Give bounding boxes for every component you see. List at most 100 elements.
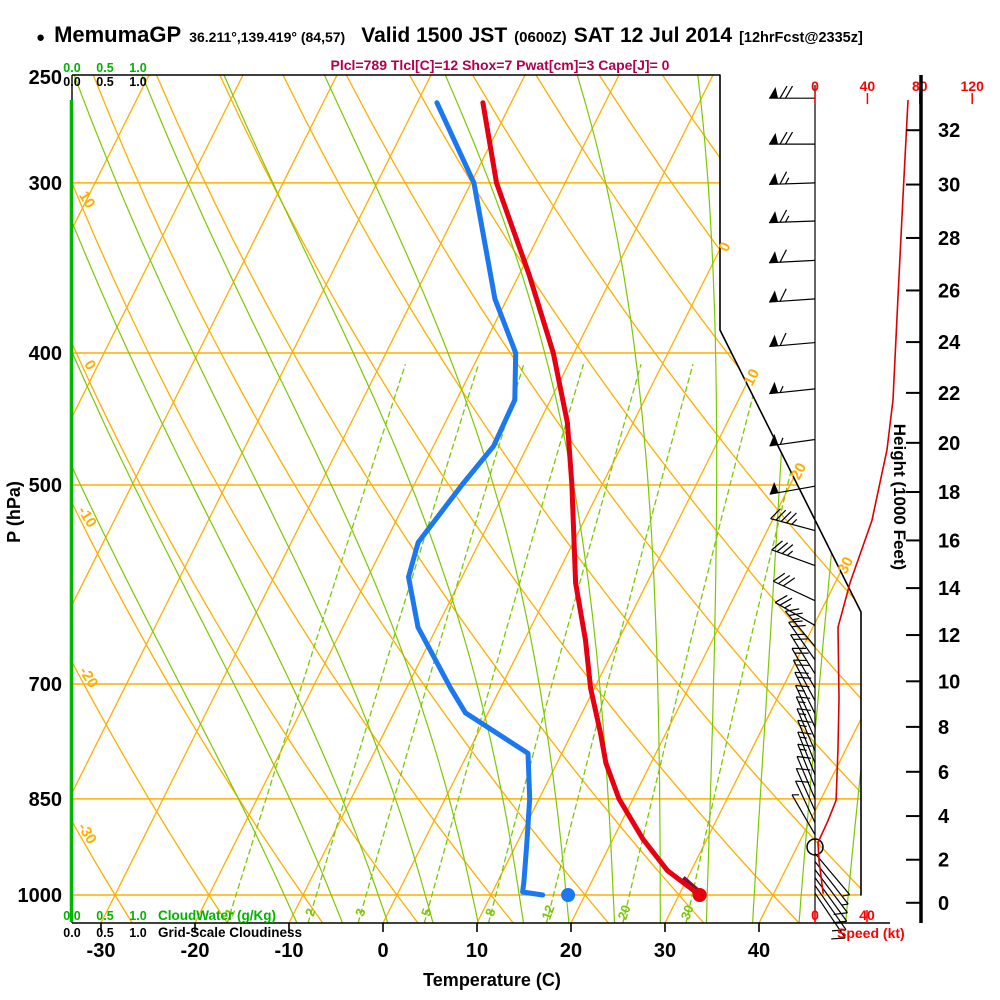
wind-barb [794, 671, 816, 714]
barb-pennant [769, 251, 779, 263]
wind-barb [769, 171, 816, 186]
barb-staff [771, 549, 816, 567]
height-tick-label: 14 [938, 578, 961, 600]
moist-adiabat [323, 75, 570, 923]
wind-barb [769, 381, 816, 395]
isotherm [570, 75, 861, 923]
height-tick-label: 2 [938, 850, 949, 872]
barb-half [779, 437, 784, 445]
height-tick-label: 30 [938, 175, 960, 197]
temperature-tick-label: 0 [377, 940, 388, 962]
pressure-tick-label: 250 [29, 67, 62, 89]
gridscale-scale-tick: 0.5 [96, 926, 113, 940]
speed-bottom-tick-label: 40 [859, 907, 875, 923]
barb-pennant [769, 86, 778, 99]
barb-staff [794, 672, 816, 714]
dry-adiabat-left-label: -30 [74, 820, 100, 847]
height-tick-label: 0 [938, 893, 949, 915]
barb-staff [795, 696, 816, 740]
chart-title: ● MemumaGP 36.211°,139.419° (84,57) Vali… [36, 22, 863, 48]
barb-half [799, 713, 807, 716]
mixing-ratio-label: 2 [302, 906, 319, 918]
moist-adiabat [444, 75, 616, 923]
isotherm [72, 75, 432, 923]
mixing-ratio-label: 12 [538, 903, 557, 922]
pressure-axis-title: P (hPa) [4, 481, 24, 543]
height-axis-title: Height (1000 Feet) [890, 424, 909, 570]
barb-half [784, 603, 792, 609]
moist-adiabat [73, 75, 434, 923]
isotherm-right-label: 10 [740, 366, 763, 389]
moist-adiabat [72, 75, 298, 923]
surface-dewpoint-dot [561, 887, 576, 902]
height-tick-label: 22 [938, 383, 960, 405]
wind-barb [792, 659, 816, 701]
dry-adiabat [472, 75, 861, 923]
barb-staff [784, 610, 816, 647]
forecast-tag: [12hrFcst@2335z] [739, 30, 863, 46]
barb-full [788, 612, 803, 617]
wind-barb [791, 647, 816, 689]
barb-staff [814, 869, 848, 914]
dry-adiabat [92, 75, 610, 923]
pressure-tick-label: 500 [29, 475, 62, 497]
barb-staff [769, 182, 816, 186]
pressure-tick-label: 400 [29, 343, 62, 365]
dry-adiabat [72, 75, 134, 923]
barb-staff [790, 634, 816, 675]
barb-full [777, 575, 791, 585]
gridscale-scale-tick: 0.0 [63, 926, 80, 940]
barb-full [786, 512, 797, 524]
height-tick-label: 28 [938, 228, 960, 250]
wind-barb [771, 540, 816, 567]
station-name: MemumaGP [54, 22, 182, 47]
wind-barb [797, 731, 816, 775]
barb-half [798, 701, 806, 704]
wind-barb [769, 288, 816, 303]
barb-pennant [769, 481, 779, 495]
zulu-time: (0600Z) [514, 29, 567, 46]
barb-full [784, 85, 794, 99]
height-tick-label: 16 [938, 530, 960, 552]
barb-full [788, 620, 803, 623]
barb-half [779, 385, 784, 393]
mixing-ratio-line [545, 364, 694, 923]
isotherm [72, 75, 244, 923]
grid-layer [72, 75, 861, 923]
barb-pennant [769, 172, 779, 185]
dry-adiabat [72, 75, 229, 923]
barb-staff [795, 768, 816, 811]
barb-staff [797, 720, 816, 764]
isotherm [72, 75, 150, 923]
barb-half [799, 736, 807, 739]
wind-barb [770, 508, 816, 532]
surface-temperature-dot [692, 887, 707, 902]
barb-staff [769, 259, 816, 264]
height-tick-label: 6 [938, 762, 949, 784]
barb-staff [814, 877, 848, 922]
wind-barb [795, 780, 816, 823]
barb-staff [814, 852, 851, 896]
gridscale-scale-tick: 0.0 [63, 75, 80, 89]
dry-adiabat-left-label: 10 [75, 188, 98, 211]
barb-full [779, 85, 788, 99]
barb-staff [791, 794, 816, 835]
height-tick-label: 20 [938, 433, 960, 455]
wind-barb [769, 249, 816, 264]
barb-staff [796, 756, 816, 800]
wind-barb [769, 209, 816, 224]
barb-full [796, 755, 811, 759]
barb-full [781, 544, 794, 555]
wind-barb [791, 794, 816, 835]
wind-barb [814, 892, 846, 940]
barb-half [799, 748, 807, 751]
wind-barb [769, 85, 815, 99]
dry-adiabat [72, 75, 324, 923]
barb-full [794, 671, 809, 674]
isotherm [100, 75, 526, 923]
barb-full [797, 676, 812, 679]
wind-barb [797, 719, 816, 764]
height-tick-label: 12 [938, 625, 960, 647]
barb-staff [814, 892, 846, 939]
barb-full [770, 508, 781, 520]
